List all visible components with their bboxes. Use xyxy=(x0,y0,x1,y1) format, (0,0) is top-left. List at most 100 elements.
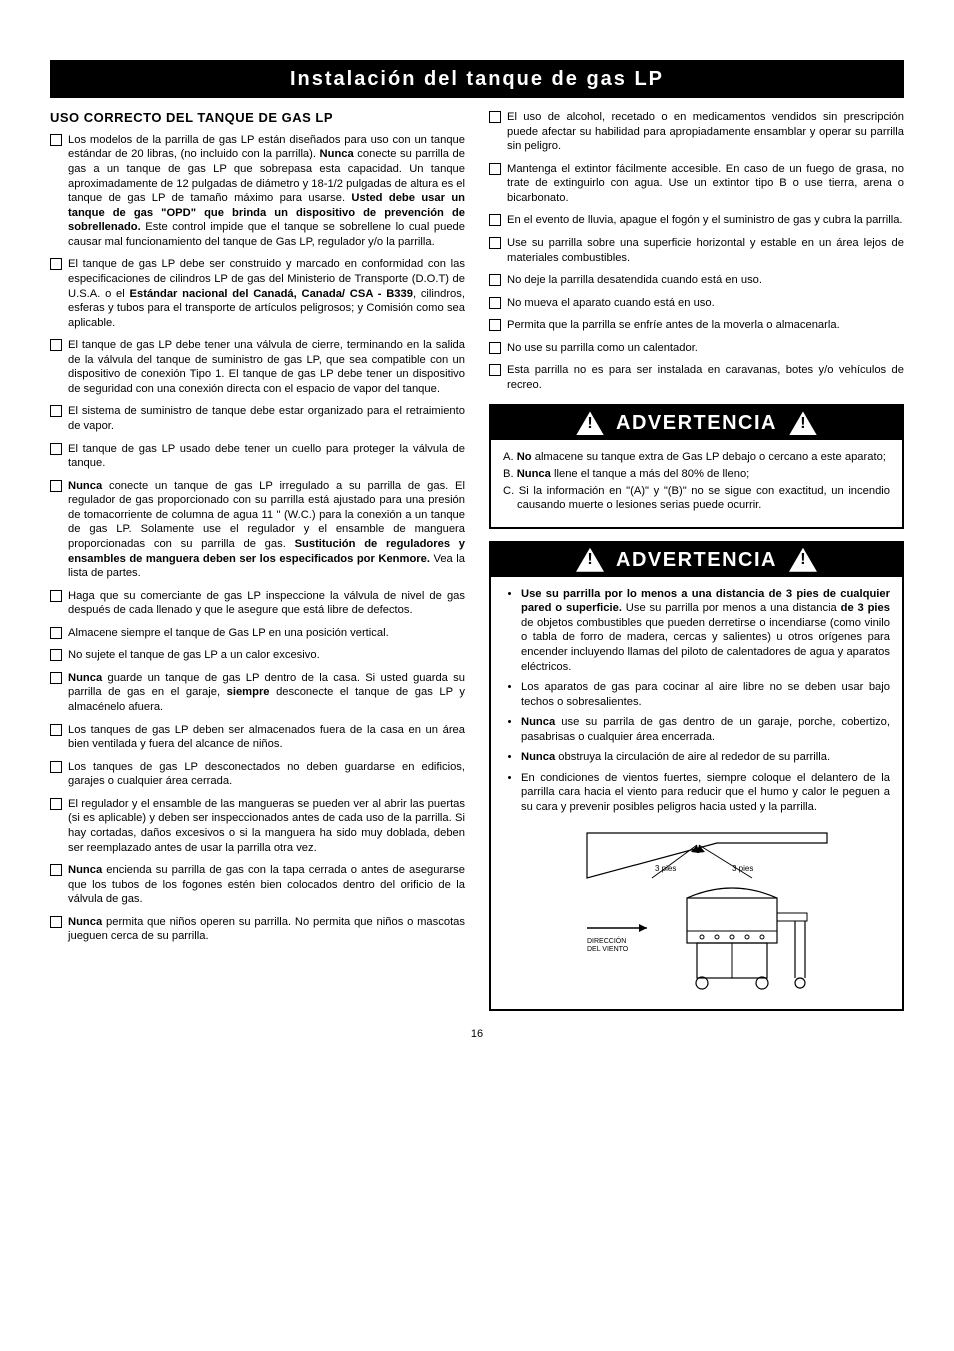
checkbox-icon xyxy=(489,163,501,175)
checklist-item: El tanque de gas LP debe ser construido … xyxy=(50,257,465,330)
checkbox-icon xyxy=(489,237,501,249)
checklist-text: El tanque de gas LP debe tener una válvu… xyxy=(68,338,465,396)
checklist-text: Almacene siempre el tanque de Gas LP en … xyxy=(68,626,465,641)
checklist-item: Use su parrilla sobre una superficie hor… xyxy=(489,236,904,265)
page-header-bar: Instalación del tanque de gas LP xyxy=(50,60,904,98)
right-column: El uso de alcohol, recetado o en medicam… xyxy=(489,110,904,1023)
checklist-item: Los tanques de gas LP deben ser almacena… xyxy=(50,723,465,752)
left-column: USO CORRECTO DEL TANQUE DE GAS LP Los mo… xyxy=(50,110,465,1023)
checkbox-icon xyxy=(50,134,62,146)
warning-box-2: ! ADVERTENCIA ! Use su parrilla por lo m… xyxy=(489,541,904,1011)
checkbox-icon xyxy=(489,319,501,331)
warning-bullet-item: Use su parrilla por lo menos a una dista… xyxy=(521,587,890,674)
checkbox-icon xyxy=(489,342,501,354)
checklist-text: Permita que la parrilla se enfríe antes … xyxy=(507,318,904,333)
warning-2-list: Use su parrilla por lo menos a una dista… xyxy=(503,587,890,815)
checklist-text: Mantenga el extintor fácilmente accesibl… xyxy=(507,162,904,206)
checkbox-icon xyxy=(50,649,62,661)
checklist-text: Nunca conecte un tanque de gas LP irregu… xyxy=(68,479,465,581)
diagram-label-wind: DIRECCIÓN xyxy=(587,936,626,945)
checkbox-icon xyxy=(489,364,501,376)
warning-triangle-icon: ! xyxy=(789,411,817,435)
warning-body-2: Use su parrilla por lo menos a una dista… xyxy=(491,577,902,1009)
warning-title-2: ADVERTENCIA xyxy=(616,547,777,573)
checklist-text: Los modelos de la parrilla de gas LP est… xyxy=(68,133,465,250)
warning-triangle-icon: ! xyxy=(789,548,817,572)
checklist-text: Use su parrilla sobre una superficie hor… xyxy=(507,236,904,265)
warning-bullet-item: Nunca use su parrila de gas dentro de un… xyxy=(521,715,890,744)
warning-bullet-item: Nunca obstruya la circulación de aire al… xyxy=(521,750,890,765)
page-number: 16 xyxy=(50,1027,904,1041)
checklist-item: Esta parrilla no es para ser instalada e… xyxy=(489,363,904,392)
checklist-text: Nunca encienda su parrilla de gas con la… xyxy=(68,863,465,907)
checklist-item: Los tanques de gas LP desconectados no d… xyxy=(50,760,465,789)
checkbox-icon xyxy=(489,214,501,226)
checklist-text: El sistema de suministro de tanque debe … xyxy=(68,404,465,433)
diagram-label-3pies-left: 3 pies xyxy=(655,864,676,873)
checklist-text: Los tanques de gas LP desconectados no d… xyxy=(68,760,465,789)
checklist-text: No deje la parrilla desatendida cuando e… xyxy=(507,273,904,288)
warning-lettered-item: A. No almacene su tanque extra de Gas LP… xyxy=(503,450,890,465)
checklist-text: El uso de alcohol, recetado o en medicam… xyxy=(507,110,904,154)
checkbox-icon xyxy=(50,916,62,928)
diagram-label-wind2: DEL VIENTO xyxy=(587,946,629,953)
warning-lettered-item: C. Si la información en "(A)" y "(B)" no… xyxy=(503,484,890,513)
warning-title-1: ADVERTENCIA xyxy=(616,410,777,436)
checklist-item: Nunca conecte un tanque de gas LP irregu… xyxy=(50,479,465,581)
content-columns: USO CORRECTO DEL TANQUE DE GAS LP Los mo… xyxy=(50,110,904,1023)
warning-header-1: ! ADVERTENCIA ! xyxy=(491,406,902,440)
checklist-text: No mueva el aparato cuando está en uso. xyxy=(507,296,904,311)
warning-triangle-icon: ! xyxy=(576,548,604,572)
checklist-item: Nunca encienda su parrilla de gas con la… xyxy=(50,863,465,907)
checklist-item: No mueva el aparato cuando está en uso. xyxy=(489,296,904,311)
checklist-text: Nunca guarde un tanque de gas LP dentro … xyxy=(68,671,465,715)
checkbox-icon xyxy=(50,339,62,351)
checklist-item: No use su parrilla como un calentador. xyxy=(489,341,904,356)
checklist-text: El tanque de gas LP debe ser construido … xyxy=(68,257,465,330)
checkbox-icon xyxy=(50,761,62,773)
checklist-text: En el evento de lluvia, apague el fogón … xyxy=(507,213,904,228)
checklist-text: Esta parrilla no es para ser instalada e… xyxy=(507,363,904,392)
checklist-item: No deje la parrilla desatendida cuando e… xyxy=(489,273,904,288)
grill-wind-diagram: 3 pies 3 pies DIRECCIÓN DEL VIENTO xyxy=(547,823,847,993)
checkbox-icon xyxy=(50,627,62,639)
checkbox-icon xyxy=(50,798,62,810)
checklist-text: Los tanques de gas LP deben ser almacena… xyxy=(68,723,465,752)
checklist-text: El tanque de gas LP usado debe tener un … xyxy=(68,442,465,471)
checklist-text: No sujete el tanque de gas LP a un calor… xyxy=(68,648,465,663)
warning-triangle-icon: ! xyxy=(576,411,604,435)
checklist-item: El uso de alcohol, recetado o en medicam… xyxy=(489,110,904,154)
warning-bullet-item: Los aparatos de gas para cocinar al aire… xyxy=(521,680,890,709)
checkbox-icon xyxy=(50,724,62,736)
warning-lettered-item: B. Nunca llene el tanque a más del 80% d… xyxy=(503,467,890,482)
checklist-text: Nunca permita que niños operen su parril… xyxy=(68,915,465,944)
checklist-item: Permita que la parrilla se enfríe antes … xyxy=(489,318,904,333)
checklist-item: Almacene siempre el tanque de Gas LP en … xyxy=(50,626,465,641)
checklist-text: Haga que su comerciante de gas LP inspec… xyxy=(68,589,465,618)
checklist-item: No sujete el tanque de gas LP a un calor… xyxy=(50,648,465,663)
checkbox-icon xyxy=(50,864,62,876)
checklist-item: Mantenga el extintor fácilmente accesibl… xyxy=(489,162,904,206)
warning-bullet-item: En condiciones de vientos fuertes, siemp… xyxy=(521,771,890,815)
checklist-item: El tanque de gas LP usado debe tener un … xyxy=(50,442,465,471)
checkbox-icon xyxy=(50,443,62,455)
checkbox-icon xyxy=(50,672,62,684)
section-heading: USO CORRECTO DEL TANQUE DE GAS LP xyxy=(50,110,465,127)
checkbox-icon xyxy=(50,590,62,602)
checkbox-icon xyxy=(50,405,62,417)
checkbox-icon xyxy=(50,258,62,270)
checklist-item: Los modelos de la parrilla de gas LP est… xyxy=(50,133,465,250)
checklist-item: Nunca permita que niños operen su parril… xyxy=(50,915,465,944)
right-checklist: El uso de alcohol, recetado o en medicam… xyxy=(489,110,904,392)
left-checklist: Los modelos de la parrilla de gas LP est… xyxy=(50,133,465,944)
checklist-text: No use su parrilla como un calentador. xyxy=(507,341,904,356)
checklist-item: En el evento de lluvia, apague el fogón … xyxy=(489,213,904,228)
checklist-text: El regulador y el ensamble de las mangue… xyxy=(68,797,465,855)
checklist-item: El sistema de suministro de tanque debe … xyxy=(50,404,465,433)
checklist-item: El regulador y el ensamble de las mangue… xyxy=(50,797,465,855)
checkbox-icon xyxy=(489,274,501,286)
warning-box-1: ! ADVERTENCIA ! A. No almacene su tanque… xyxy=(489,404,904,528)
checklist-item: Nunca guarde un tanque de gas LP dentro … xyxy=(50,671,465,715)
checklist-item: Haga que su comerciante de gas LP inspec… xyxy=(50,589,465,618)
checklist-item: El tanque de gas LP debe tener una válvu… xyxy=(50,338,465,396)
